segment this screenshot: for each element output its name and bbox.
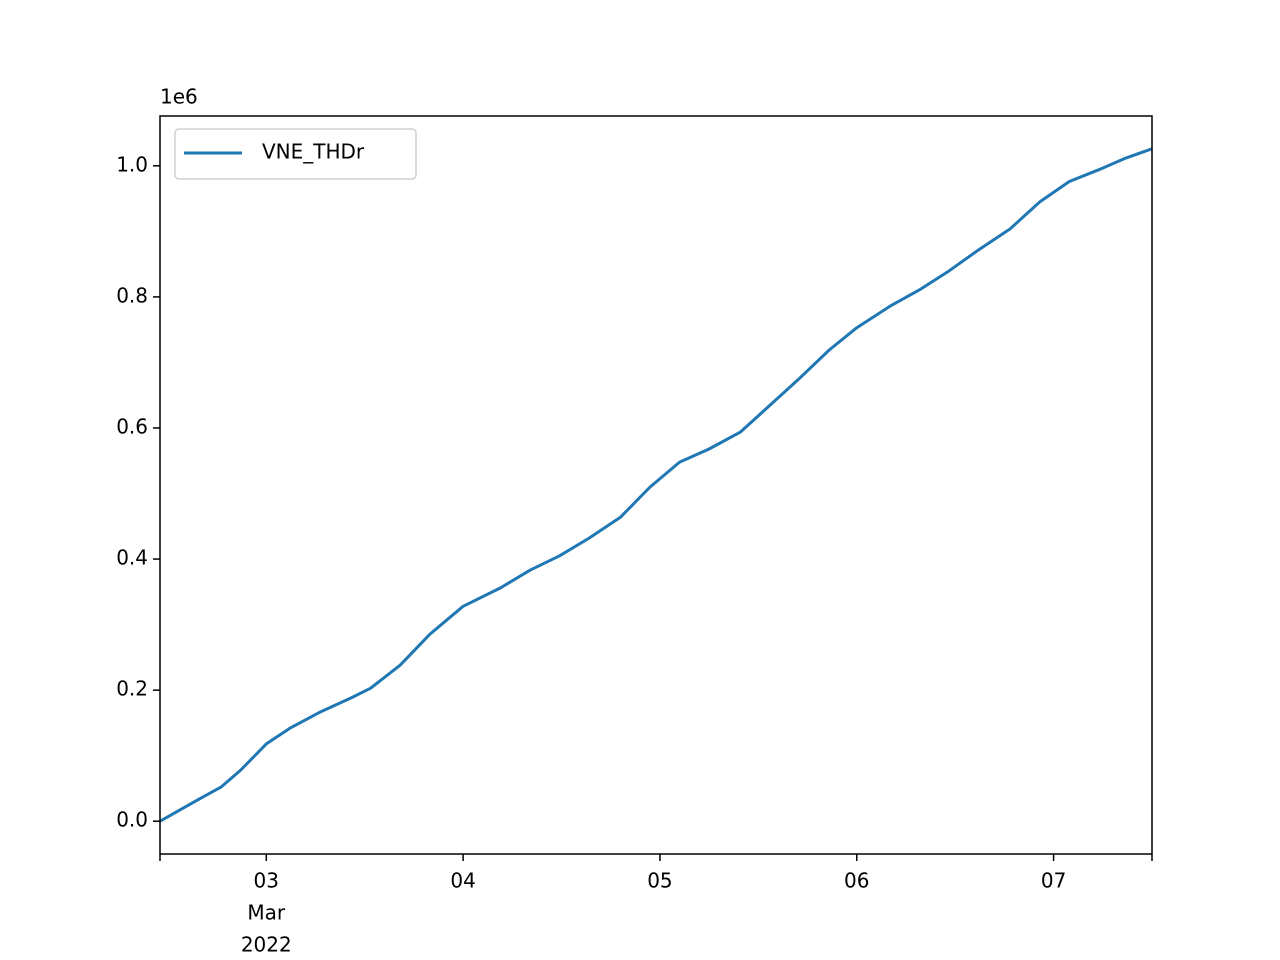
x-sublabel: Mar xyxy=(247,901,286,925)
y-tick-label: 0.6 xyxy=(116,414,148,438)
plot-frame xyxy=(159,115,1153,855)
legend-box xyxy=(174,128,417,180)
y-tick-label: 0.8 xyxy=(116,283,148,307)
x-tick-label: 05 xyxy=(647,869,672,893)
x-tick-label: 07 xyxy=(1041,869,1066,893)
x-tick-label: 04 xyxy=(450,869,475,893)
y-tick-label: 0.2 xyxy=(116,677,148,701)
x-tick-label: 06 xyxy=(844,869,869,893)
legend-label: VNE_THDr xyxy=(262,140,365,164)
y-tick-label: 1.0 xyxy=(116,152,148,176)
x-tick-label: 03 xyxy=(254,869,279,893)
y-tick-label: 0.4 xyxy=(116,546,148,570)
x-sublabel: 2022 xyxy=(241,933,292,957)
y-offset-label: 1e6 xyxy=(160,85,198,109)
y-tick-label: 0.0 xyxy=(116,808,148,832)
data-line xyxy=(160,147,1152,823)
